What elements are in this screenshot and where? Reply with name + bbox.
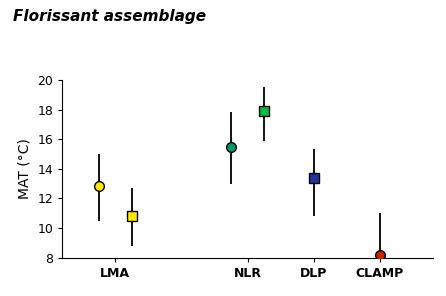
Y-axis label: MAT (°C): MAT (°C) — [18, 138, 32, 199]
Text: Florissant assemblage: Florissant assemblage — [13, 9, 206, 24]
